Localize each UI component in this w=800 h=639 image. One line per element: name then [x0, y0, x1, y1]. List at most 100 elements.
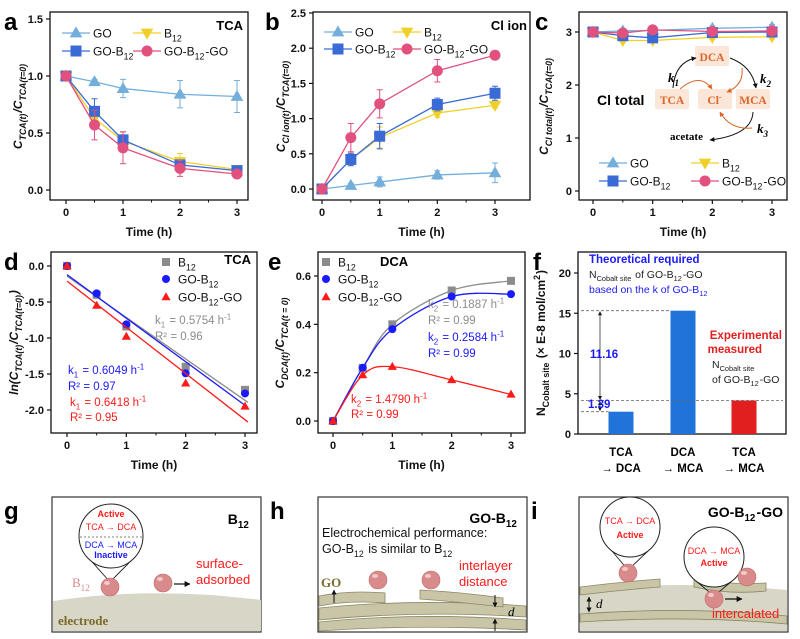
- fit-annotation: k2 = 0.2584 h-1: [428, 329, 505, 346]
- x-axis-label: Time (h): [398, 458, 444, 472]
- arrow-cl-release: [719, 111, 753, 129]
- experimental-title: measured: [708, 344, 762, 356]
- data-point: [60, 70, 72, 82]
- legend-item: B12: [322, 256, 356, 272]
- data-point: [358, 363, 367, 372]
- x-category-label: → MCA: [724, 463, 765, 475]
- y-tick-label: -2.0: [25, 405, 44, 417]
- y-tick-label: 0.0: [29, 261, 44, 273]
- experimental-text: of GO-B12 -GO: [712, 374, 779, 388]
- x-axis-label: Time (h): [131, 458, 177, 472]
- axes-frame: [50, 251, 258, 434]
- node-acetate: acetate: [670, 131, 703, 143]
- y-tick-label: -1.5: [25, 369, 44, 381]
- description-text: Electrochemical performance:: [322, 526, 487, 540]
- x-tick-label: 1: [123, 440, 129, 452]
- legend-label: GO-B12: [178, 273, 219, 290]
- arrow-k3: [709, 111, 754, 142]
- arrow-cl-release: [679, 80, 713, 90]
- note-label: interlayer: [459, 558, 513, 573]
- y-tick-label: 0.5: [291, 149, 306, 161]
- data-point: [447, 292, 456, 301]
- node-mca: MCA: [739, 95, 767, 107]
- x-tick-label: 3: [508, 440, 514, 452]
- data-point: [447, 286, 456, 295]
- y-axis-label: ln(CTCA(t) /CTCA(t=0) ): [7, 290, 24, 395]
- data-point: [181, 362, 190, 371]
- experimental-text: NCobalt site: [712, 359, 755, 373]
- bar: [731, 400, 757, 434]
- difference-label: 1.39: [588, 399, 610, 411]
- series-go-b12-go: [328, 361, 516, 425]
- panel-b: b 0.0 0.5 1.0 1.5 2.0 2.5 CCl ion(t) /CTCA(t=0)…: [265, 8, 531, 239]
- node-dca: DCA: [700, 52, 726, 64]
- theory-text: based on the k of GO-B12: [589, 284, 708, 298]
- fit-annotation: R² = 0.99: [428, 348, 476, 360]
- arrow-cl-release: [726, 67, 743, 93]
- y-tick-label: 0.6: [296, 271, 311, 283]
- legend-item: GO-B12: [324, 43, 396, 59]
- data-point: [89, 119, 100, 131]
- panel-letter: d: [4, 249, 19, 276]
- note-label: distance: [459, 574, 507, 589]
- data-point: [345, 153, 357, 165]
- x-tick-label: 1: [377, 207, 383, 219]
- x-tick-label: 0: [64, 440, 70, 452]
- panel-d: d 0.0 -0.5 -1.0 -1.5 -2.0ln(CTCA(t) /CTCA(t=0…: [4, 249, 258, 472]
- experimental-title: Experimental: [710, 330, 782, 342]
- data-point: [706, 25, 718, 37]
- data-point: [617, 27, 629, 39]
- legend-item: B12: [162, 256, 197, 273]
- y-axis-label: CCl ion(t) /CTCA(t=0): [274, 60, 291, 152]
- legend-item: GO-B12: [162, 273, 219, 290]
- node-tca: TCA: [660, 95, 685, 107]
- data-point: [344, 178, 358, 190]
- y-tick-label: 0: [566, 186, 572, 198]
- note-label: adsorbed: [196, 572, 250, 587]
- panel-i: i GO-B12 -GO TCA → DCA Active DCA → MCA Activ…: [531, 496, 789, 633]
- legend-label: GO-B12 -GO: [178, 291, 242, 308]
- legend-label: GO-B12: [93, 45, 134, 62]
- reaction-label: DCA → MCA: [688, 546, 741, 556]
- data-point: [447, 375, 457, 384]
- fit-annotation: R² = 0.96: [155, 331, 203, 343]
- legend-item: GO: [62, 26, 112, 41]
- rate-k1: k1: [668, 70, 680, 88]
- legend-item: GO-B12: [62, 45, 134, 62]
- data-point: [358, 370, 368, 379]
- y-axis-label: CTCA(t) /CTCA(t=0): [11, 63, 28, 149]
- go-sheet: [579, 610, 788, 625]
- legend-marker: [607, 175, 619, 187]
- panel-c: c 0 1 2 3 CCl total(t) /CTCA(t=0) 0 1 2 3 Time (h…: [535, 9, 788, 239]
- panel-title: DCA: [380, 254, 409, 269]
- data-point: [181, 378, 191, 387]
- panel-title: TCA: [224, 252, 251, 267]
- x-tick-label: 2: [449, 440, 455, 452]
- panel-letter: c: [535, 9, 548, 36]
- legend-label: B12: [178, 256, 197, 273]
- x-axis-label: Time (h): [398, 225, 444, 239]
- data-point: [374, 98, 386, 110]
- legend-label: GO: [355, 26, 374, 40]
- magnifier-circle: [683, 526, 745, 588]
- y-tick-label: 2: [566, 80, 572, 92]
- data-point: [489, 49, 501, 61]
- arrow-k1: [672, 56, 697, 89]
- go-sheet: [318, 591, 386, 607]
- schematic-title: B12: [228, 511, 250, 531]
- legend-label: GO: [93, 27, 112, 41]
- y-tick-label: -1.0: [25, 333, 44, 345]
- data-point: [92, 300, 102, 309]
- y-tick-label: 2.0: [291, 43, 306, 55]
- y-tick-label: 1: [566, 133, 572, 145]
- fit-annotation: k1 = 0.5754 h-1: [155, 312, 232, 329]
- data-point: [506, 389, 516, 398]
- b12-label: B12: [72, 575, 91, 593]
- legend-marker: [698, 158, 712, 170]
- y-tick-label: 15: [559, 308, 571, 320]
- legend-marker: [331, 25, 345, 37]
- y-axis-label: NCobalt site (× E-8 mol/cm2 ): [532, 270, 551, 416]
- reaction-label: DCA → MCA: [85, 540, 138, 550]
- distance-symbol: d: [508, 604, 515, 619]
